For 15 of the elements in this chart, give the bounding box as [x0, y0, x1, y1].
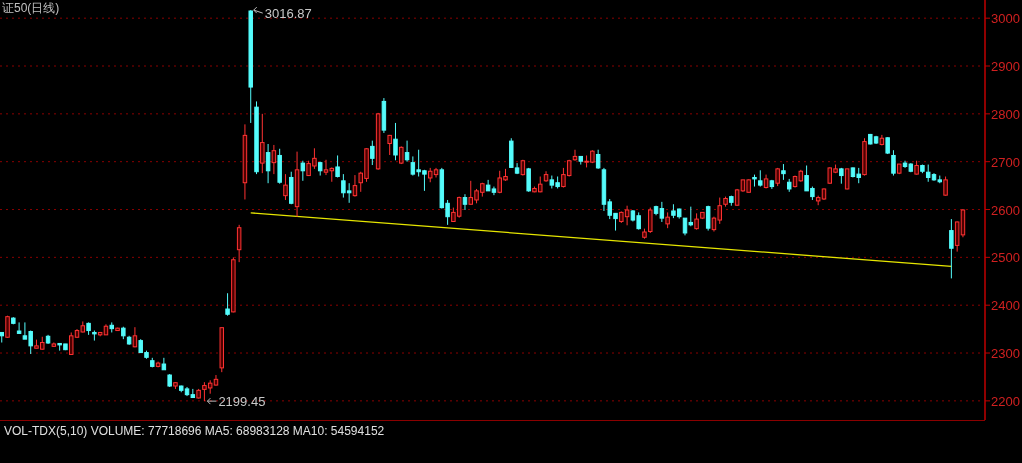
- y-tick-label: 2400: [991, 298, 1020, 314]
- y-tick-label: 3000: [991, 11, 1020, 27]
- y-tick-label: 2200: [991, 393, 1020, 409]
- y-tick-label: 2600: [991, 202, 1020, 218]
- y-tick-label: 2900: [991, 59, 1020, 75]
- annotation: 2199.45: [206, 394, 266, 410]
- annotation: VOL-TDX(5,10) VOLUME: 77718696 MA5: 68983128 MA10: 54594152: [4, 424, 385, 438]
- y-tick-label: 2700: [991, 154, 1020, 170]
- annotation: 2199.45: [218, 394, 266, 410]
- y-tick-label: 2800: [991, 106, 1020, 122]
- y-tick-label: 2500: [991, 250, 1020, 266]
- annotation: 3016.87: [253, 6, 312, 22]
- title: 证50(日线): [2, 1, 60, 15]
- y-tick-label: 2300: [991, 346, 1020, 362]
- annotation: 3016.87: [264, 6, 312, 22]
